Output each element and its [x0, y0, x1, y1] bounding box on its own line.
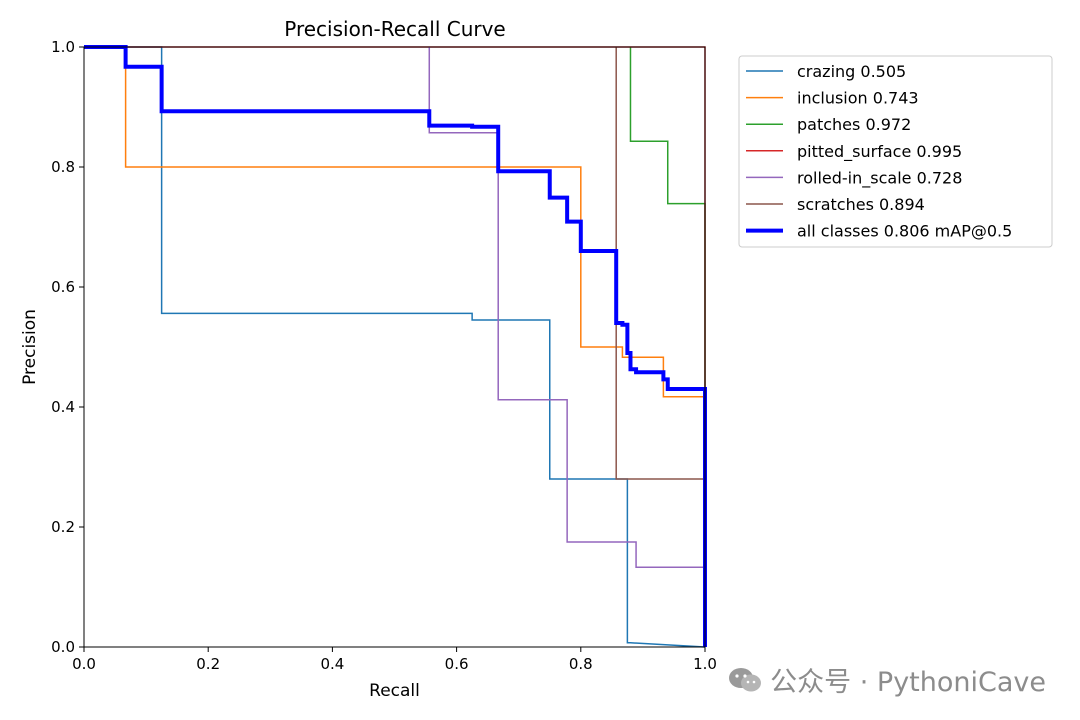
wechat-icon: [729, 667, 762, 691]
legend-label: rolled-in_scale 0.728: [797, 168, 962, 188]
x-tick-label: 0.6: [445, 655, 469, 673]
x-tick-label: 0.0: [72, 655, 96, 673]
series-line-patches: [629, 47, 706, 647]
plot-frame: [83, 46, 706, 648]
series-line-crazing: [84, 46, 706, 648]
legend-label: inclusion 0.743: [797, 89, 919, 108]
x-axis-ticks: 0.0 0.2 0.4 0.6 0.8 1.0: [72, 647, 717, 673]
series-line-rolled-in-scale: [428, 47, 706, 647]
legend-label: patches 0.972: [797, 115, 911, 134]
y-tick-label: 0.8: [51, 158, 75, 176]
legend-label: crazing 0.505: [797, 62, 906, 81]
chart-title: Precision-Recall Curve: [284, 17, 505, 41]
legend-label: all classes 0.806 mAP@0.5: [797, 222, 1012, 241]
legend: crazing 0.505 inclusion 0.743 patches 0.97…: [738, 55, 1053, 248]
x-tick-label: 0.8: [569, 655, 593, 673]
y-tick-label: 1.0: [51, 38, 75, 56]
y-tick-label: 0.0: [51, 638, 75, 656]
y-tick-label: 0.2: [51, 518, 75, 536]
legend-label: pitted_surface 0.995: [797, 142, 962, 162]
y-tick-label: 0.6: [51, 278, 75, 296]
watermark: 公众号 · PythoniCave: [728, 660, 1046, 699]
x-tick-label: 0.4: [320, 655, 344, 673]
series-layer: [84, 45, 707, 648]
x-tick-label: 0.2: [196, 655, 220, 673]
x-tick-label: 1.0: [693, 655, 717, 673]
y-axis-label: Precision: [20, 309, 40, 385]
y-axis-ticks: 0.0 0.2 0.4 0.6 0.8 1.0: [51, 38, 84, 656]
series-line-scratches: [615, 47, 706, 647]
series-line-inclusion: [84, 46, 706, 647]
legend-frame: [738, 55, 1053, 248]
watermark-text: 公众号 · PythoniCave: [770, 667, 1046, 698]
y-tick-label: 0.4: [51, 398, 75, 416]
series-line-all-classes: [84, 45, 707, 647]
legend-label: scratches 0.894: [797, 195, 925, 214]
x-axis-label: Recall: [369, 681, 420, 701]
